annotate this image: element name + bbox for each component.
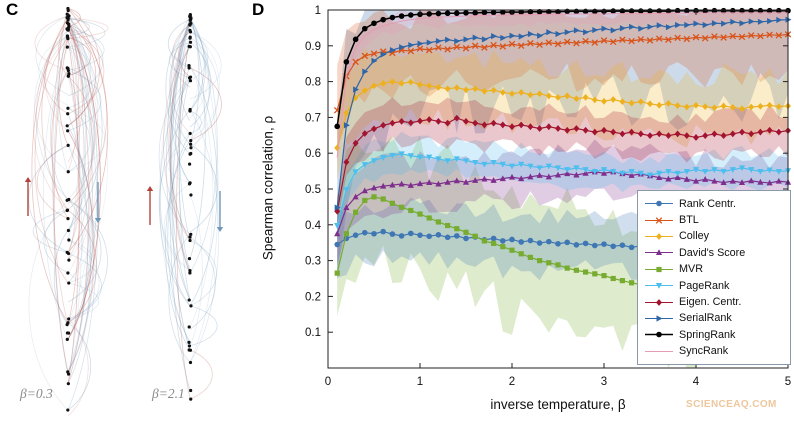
x-tick-label: 0 xyxy=(325,376,331,388)
y-tick-label: 0.1 xyxy=(305,327,321,339)
legend-marker-colley-icon xyxy=(645,233,673,240)
watermark: SCIENCEAQ.COM xyxy=(686,399,777,410)
legend-entry-mvr: MVR xyxy=(644,262,782,277)
beta-2-1-label: β=2.1 xyxy=(152,386,185,401)
legend-entry-colley: Colley xyxy=(644,229,782,244)
band-colley xyxy=(337,48,788,180)
legend-label: SyncRank xyxy=(679,345,729,358)
x-tick-label: 5 xyxy=(785,376,791,388)
series-serialrank xyxy=(334,16,792,211)
beta-0-3-label: β=0.3 xyxy=(20,386,53,401)
legend: Rank Centr. BTL Colley David's Score MVR Page… xyxy=(637,190,791,365)
legend-marker-syncrank-icon xyxy=(645,350,673,352)
band-serialrank xyxy=(337,10,788,280)
series-btl xyxy=(333,31,792,114)
legend-marker-mvr-icon xyxy=(645,266,673,272)
rank-trajectory-plot xyxy=(24,6,224,417)
legend-label: MVR xyxy=(679,263,703,276)
legend-label: Rank Centr. xyxy=(679,197,737,210)
y-tick-label: 1 xyxy=(315,5,321,17)
y-tick-label: 0.2 xyxy=(305,291,321,303)
legend-marker-serialrank-icon xyxy=(645,315,673,322)
legend-marker-springrank-icon xyxy=(645,332,673,338)
legend-label: Colley xyxy=(679,230,710,243)
spaghetti-subplot-0 xyxy=(24,6,109,417)
y-tick-label: 0.7 xyxy=(305,112,321,124)
legend-label: David's Score xyxy=(679,246,746,259)
series-davids xyxy=(334,168,792,237)
y-axis-label: Spearman correlation, ρ xyxy=(260,115,276,261)
legend-marker-davids-icon xyxy=(645,249,673,256)
legend-marker-pagerank-icon xyxy=(645,283,673,289)
legend-entry-serialrank: SerialRank xyxy=(644,311,782,326)
x-axis-label: inverse temperature, β xyxy=(490,397,626,412)
y-tick-label: 0.8 xyxy=(305,77,321,89)
band-eigen xyxy=(337,97,788,224)
legend-entry-davids: David's Score xyxy=(644,245,782,260)
legend-entry-syncrank: SyncRank xyxy=(644,344,782,359)
band-davids xyxy=(337,139,788,265)
legend-label: Eigen. Centr. xyxy=(679,296,742,309)
band-btl xyxy=(337,10,788,150)
y-tick-label: 0.9 xyxy=(305,41,321,53)
legend-entry-btl: BTL xyxy=(644,212,782,227)
series-eigen xyxy=(334,114,791,215)
legend-label: PageRank xyxy=(679,279,730,292)
up-arrow xyxy=(24,177,32,216)
x-tick-label: 3 xyxy=(601,376,607,388)
x-tick-label: 4 xyxy=(693,376,700,388)
y-tick-label: 0.3 xyxy=(305,256,321,268)
legend-entry-springrank: SpringRank xyxy=(644,327,782,342)
legend-label: BTL xyxy=(679,214,699,227)
up-arrow xyxy=(146,186,154,225)
legend-entry-eigen: Eigen. Centr. xyxy=(644,294,782,309)
legend-marker-eigen-icon xyxy=(645,298,673,306)
x-tick-label: 2 xyxy=(509,376,515,388)
y-tick-label: 0.5 xyxy=(305,184,321,196)
panel-c-label: C xyxy=(6,0,19,19)
down-arrow xyxy=(216,191,224,232)
y-tick-label: 0.4 xyxy=(305,220,322,232)
legend-entry-rank_centr: Rank Centr. xyxy=(644,196,782,211)
x-tick-label: 1 xyxy=(417,376,423,388)
legend-label: SpringRank xyxy=(679,328,736,341)
down-arrow xyxy=(94,182,102,223)
legend-marker-btl-icon xyxy=(645,216,673,224)
spaghetti-subplot-1 xyxy=(146,13,224,401)
series-pagerank xyxy=(334,151,792,229)
legend-label: SerialRank xyxy=(679,312,732,325)
series-syncrank xyxy=(336,12,788,158)
y-tick-label: 0.6 xyxy=(305,148,321,160)
panel-d-label: D xyxy=(252,0,265,19)
series-colley xyxy=(334,78,791,152)
legend-marker-rank_centr-icon xyxy=(645,200,673,207)
legend-entry-pagerank: PageRank xyxy=(644,278,782,293)
